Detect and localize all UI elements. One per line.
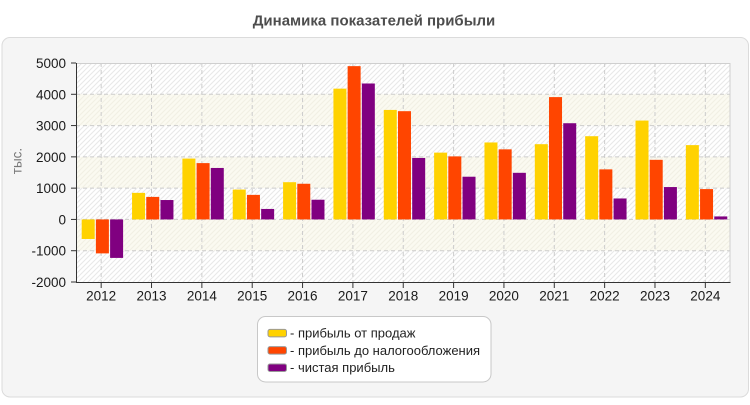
svg-text:2015: 2015: [237, 289, 267, 304]
svg-text:2023: 2023: [640, 289, 670, 304]
svg-text:тыс.: тыс.: [10, 148, 25, 174]
svg-text:-1000: -1000: [31, 244, 66, 259]
svg-text:- чистая прибыль: - чистая прибыль: [290, 360, 395, 375]
svg-text:2022: 2022: [590, 289, 620, 304]
svg-text:Динамика показателей прибыли: Динамика показателей прибыли: [253, 12, 496, 29]
svg-text:2016: 2016: [288, 289, 318, 304]
svg-text:2024: 2024: [690, 289, 721, 304]
svg-text:2014: 2014: [187, 289, 218, 304]
svg-text:2021: 2021: [539, 289, 569, 304]
svg-text:2019: 2019: [439, 289, 469, 304]
svg-text:2020: 2020: [489, 289, 519, 304]
svg-text:2000: 2000: [36, 150, 66, 165]
svg-text:0: 0: [58, 212, 66, 227]
svg-text:1000: 1000: [36, 181, 66, 196]
svg-text:2013: 2013: [136, 289, 166, 304]
svg-text:4000: 4000: [36, 87, 66, 102]
svg-text:- прибыль от продаж: - прибыль от продаж: [290, 326, 416, 341]
svg-text:3000: 3000: [36, 119, 66, 134]
svg-text:5000: 5000: [36, 56, 66, 71]
svg-text:2017: 2017: [338, 289, 368, 304]
svg-text:2018: 2018: [388, 289, 418, 304]
svg-text:-2000: -2000: [31, 275, 66, 290]
svg-text:2012: 2012: [86, 289, 116, 304]
svg-text:- прибыль до налогообложения: - прибыль до налогообложения: [290, 343, 480, 358]
